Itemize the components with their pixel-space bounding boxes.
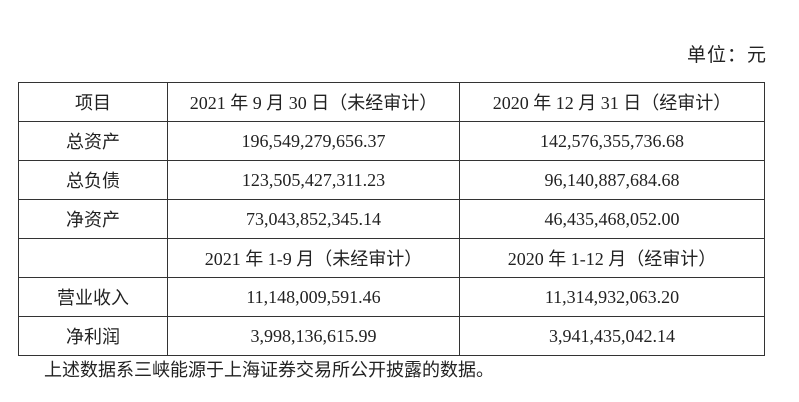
value-cell: 3,941,435,042.14 (459, 316, 765, 356)
header-cell: 2021 年 1-9 月（未经审计） (167, 238, 460, 278)
header-cell (18, 238, 168, 278)
value-cell: 46,435,468,052.00 (459, 199, 765, 239)
header-cell: 2021 年 9 月 30 日（未经审计） (167, 82, 460, 122)
header-cell: 2020 年 1-12 月（经审计） (459, 238, 765, 278)
value-cell: 3,998,136,615.99 (167, 316, 460, 356)
row-label: 营业收入 (18, 277, 168, 317)
value-cell: 142,576,355,736.68 (459, 121, 765, 161)
table-row: 净利润 3,998,136,615.99 3,941,435,042.14 (18, 316, 765, 356)
row-label: 净资产 (18, 199, 168, 239)
header-cell: 项目 (18, 82, 168, 122)
value-cell: 96,140,887,684.68 (459, 160, 765, 200)
row-label: 净利润 (18, 316, 168, 356)
table-row: 营业收入 11,148,009,591.46 11,314,932,063.20 (18, 277, 765, 317)
financial-table: 项目 2021 年 9 月 30 日（未经审计） 2020 年 12 月 31 … (18, 82, 765, 356)
row-label: 总负债 (18, 160, 168, 200)
table-subheader-row: 2021 年 1-9 月（未经审计） 2020 年 1-12 月（经审计） (18, 238, 765, 278)
value-cell: 11,148,009,591.46 (167, 277, 460, 317)
header-cell: 2020 年 12 月 31 日（经审计） (459, 82, 765, 122)
unit-label: 单位：元 (686, 45, 767, 66)
table-row: 净资产 73,043,852,345.14 46,435,468,052.00 (18, 199, 765, 239)
table-header-row: 项目 2021 年 9 月 30 日（未经审计） 2020 年 12 月 31 … (18, 82, 765, 122)
table-row: 总负债 123,505,427,311.23 96,140,887,684.68 (18, 160, 765, 200)
table-row: 总资产 196,549,279,656.37 142,576,355,736.6… (18, 121, 765, 161)
value-cell: 73,043,852,345.14 (167, 199, 460, 239)
source-note: 上述数据系三峡能源于上海证券交易所公开披露的数据。 (44, 360, 494, 380)
value-cell: 123,505,427,311.23 (167, 160, 460, 200)
value-cell: 11,314,932,063.20 (459, 277, 765, 317)
row-label: 总资产 (18, 121, 168, 161)
value-cell: 196,549,279,656.37 (167, 121, 460, 161)
